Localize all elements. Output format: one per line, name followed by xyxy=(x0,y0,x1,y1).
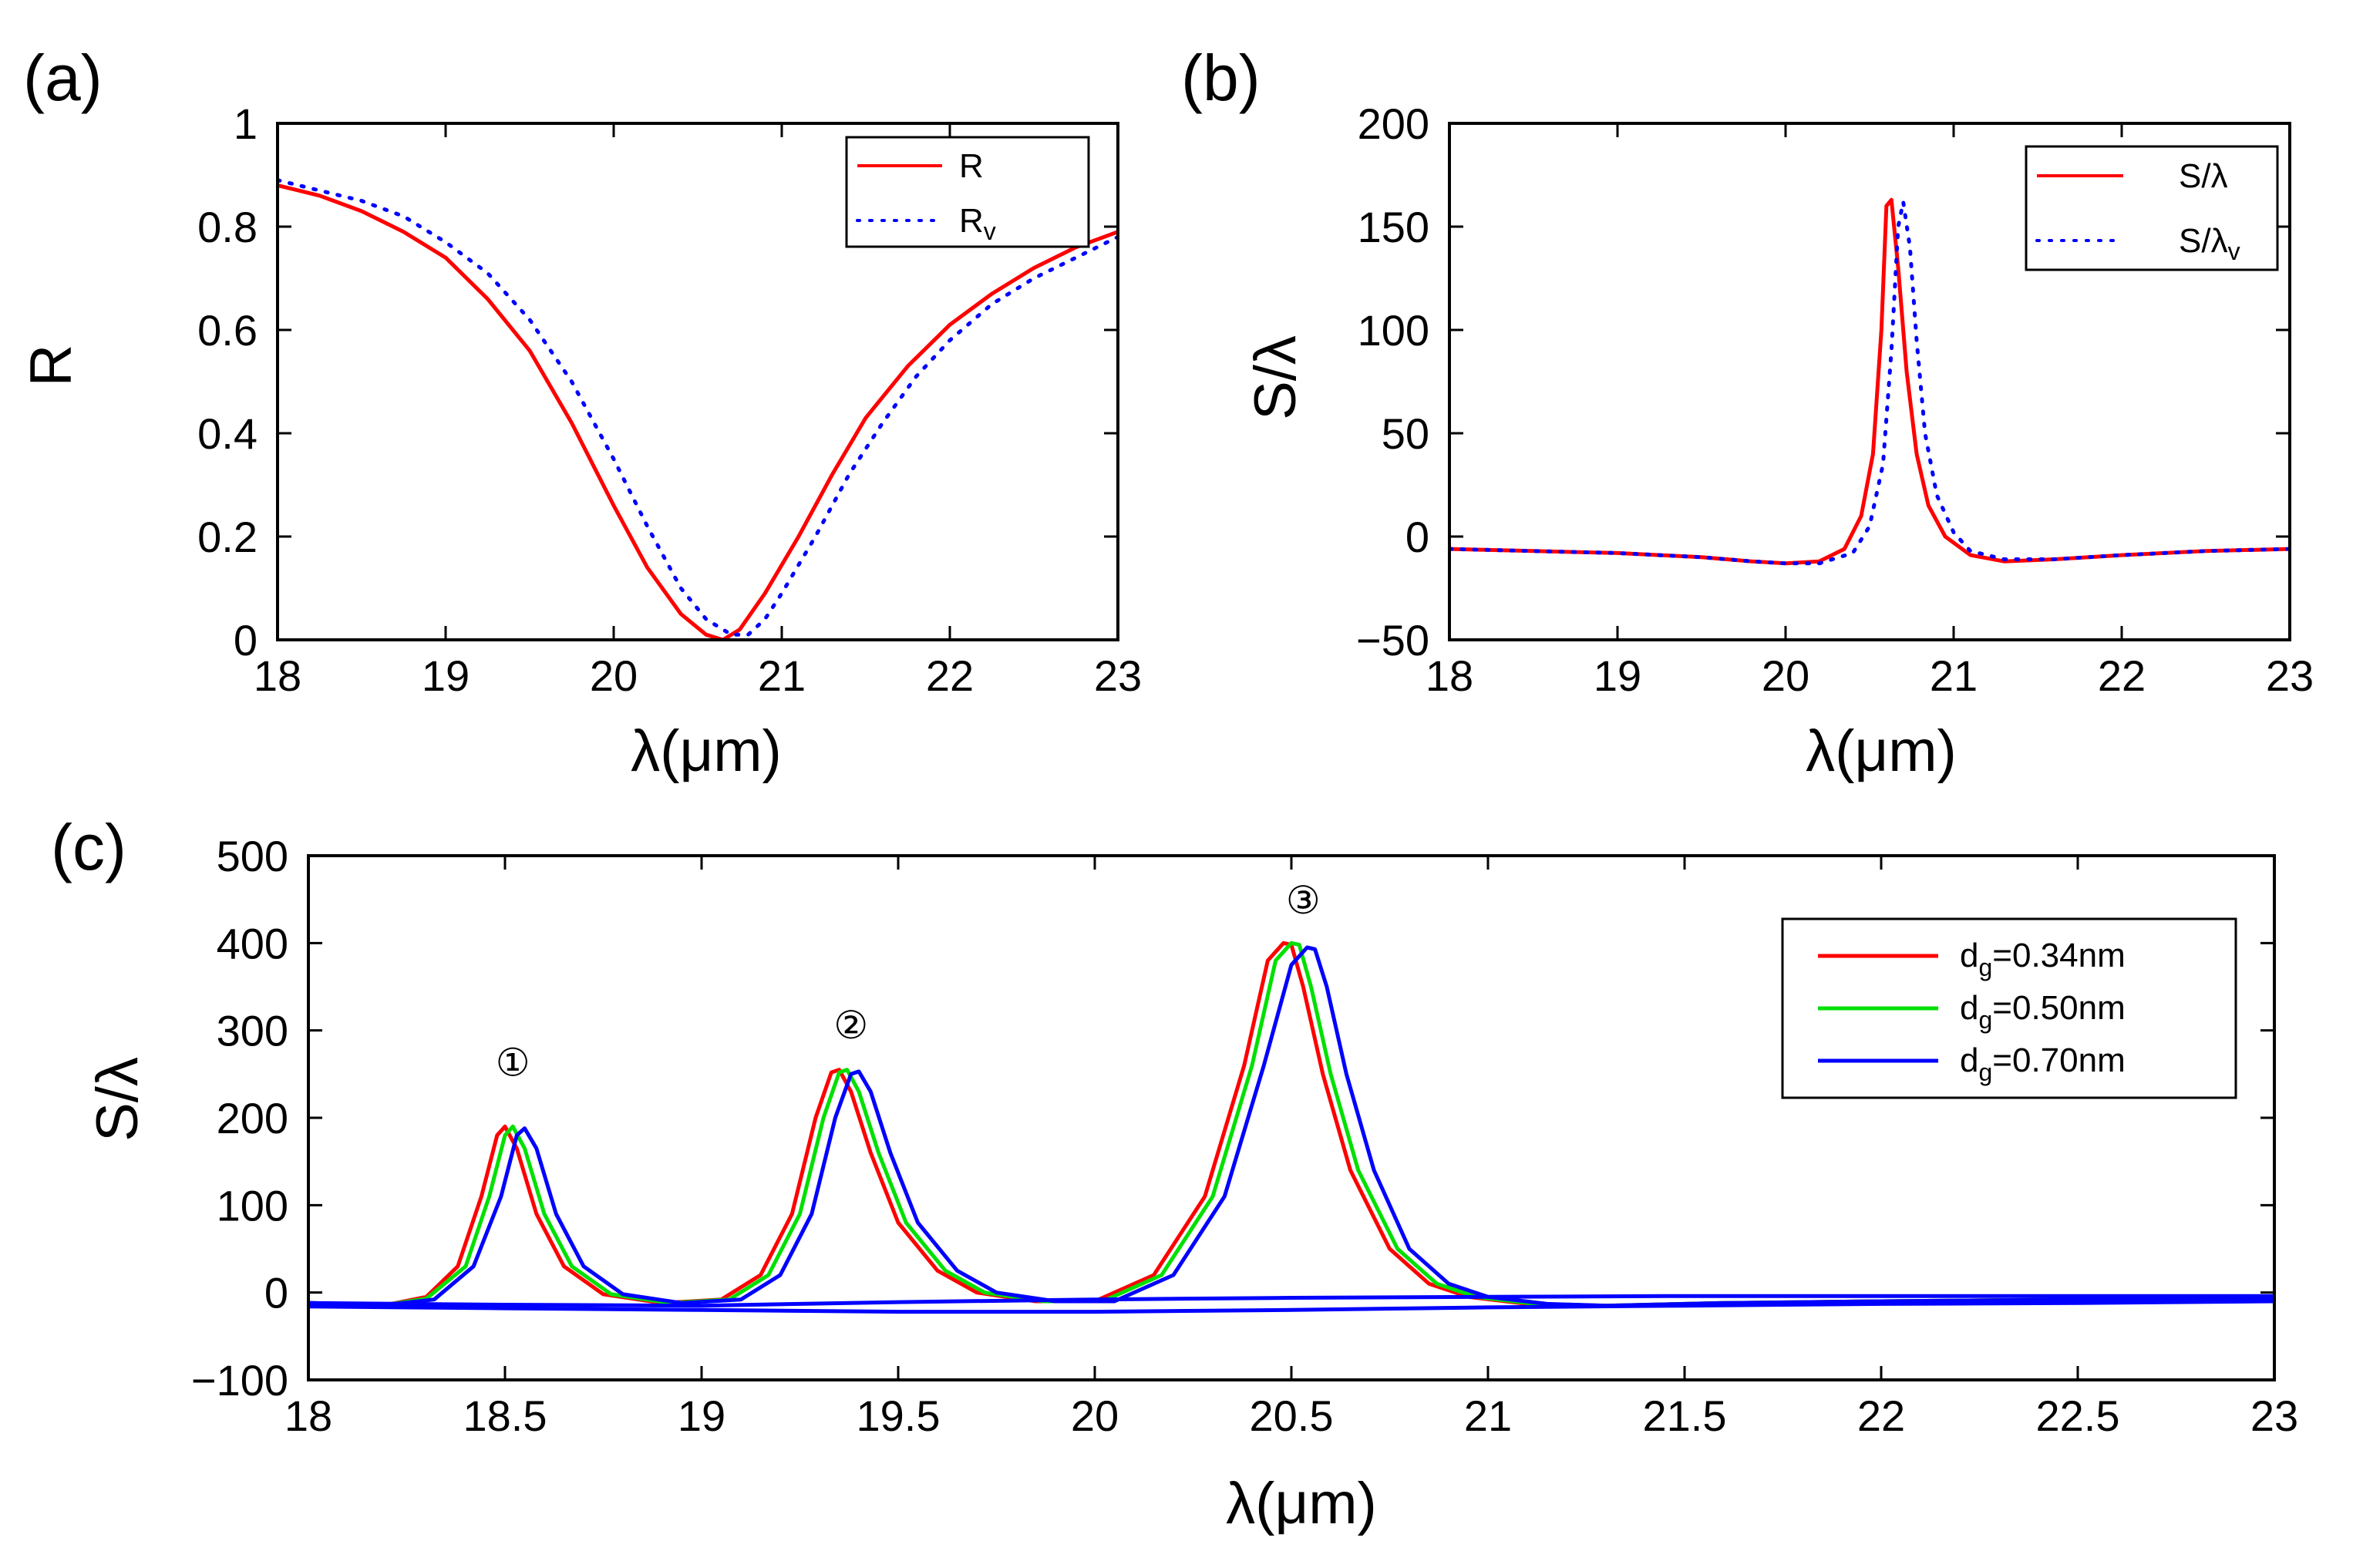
y-tick-label: 0 xyxy=(264,1269,288,1317)
y-tick-label: −50 xyxy=(1356,616,1429,665)
y-tick-label: 1 xyxy=(234,99,258,148)
series-line-dg-1 xyxy=(308,940,2274,1308)
series-line-baseline-3 xyxy=(308,1299,2274,1314)
x-tick-label: 22 xyxy=(1857,1391,1905,1440)
x-tick-label: 18 xyxy=(1426,651,1473,700)
y-tick-label: 100 xyxy=(217,1181,288,1230)
y-tick-label: 300 xyxy=(217,1007,288,1055)
panel-c-chart: (c) S/λ λ(μm) 18 18.5 19 19.5 20 20.5 21 21.5 22… xyxy=(51,811,2298,1536)
x-tick-label: 22.5 xyxy=(2036,1391,2120,1440)
x-tick-label: 23 xyxy=(2250,1391,2298,1440)
y-tick-label: 50 xyxy=(1382,409,1429,458)
legend-label-s: S/λ xyxy=(2179,157,2228,195)
x-tick-label: 23 xyxy=(1094,651,1142,700)
y-tick-label: 200 xyxy=(1358,99,1429,148)
x-tick-label: 21 xyxy=(758,651,806,700)
y-tick-label: 150 xyxy=(1358,203,1429,251)
legend-label-034: dg=0.34nm xyxy=(1960,937,2126,981)
x-tick-label: 21 xyxy=(1930,651,1978,700)
x-tick-label: 18.5 xyxy=(463,1391,547,1440)
y-tick-label: 0.8 xyxy=(197,203,258,251)
x-tick-label: 20 xyxy=(1071,1391,1119,1440)
x-tick-label: 20.5 xyxy=(1250,1391,1334,1440)
x-tick-label: 22 xyxy=(926,651,974,700)
peak-label: ① xyxy=(496,1041,530,1085)
panel-c-label: (c) xyxy=(51,811,126,883)
series-line-dg-0 xyxy=(308,940,2274,1308)
y-tick-label: 0.4 xyxy=(197,409,258,458)
y-tick-label: 0.2 xyxy=(197,513,258,561)
panel-a-frame xyxy=(276,122,1119,641)
x-tick-label: 18 xyxy=(254,651,301,700)
series-line-baseline-4 xyxy=(308,1294,2274,1308)
x-tick-label: 22 xyxy=(2098,651,2146,700)
x-tick-label: 20 xyxy=(1762,651,1809,700)
panel-b-legend: S/λ S/λv xyxy=(2025,145,2279,271)
panel-c-xlabel: λ(μm) xyxy=(1226,1471,1377,1536)
y-tick-label: 500 xyxy=(217,832,288,880)
legend-label-050: dg=0.50nm xyxy=(1960,989,2126,1034)
series-line-sv-1 xyxy=(1449,200,2290,566)
peak-label: ③ xyxy=(1286,878,1321,923)
legend-label-r: R xyxy=(959,147,984,185)
y-tick-label: 0 xyxy=(1405,513,1429,561)
legend-label-rv: Rv xyxy=(959,202,996,245)
series-line-r-0 xyxy=(278,183,1118,640)
panel-b-ylabel: S/λ xyxy=(1243,335,1308,420)
panel-c-legend: dg=0.34nm dg=0.50nm dg=0.70nm xyxy=(1781,917,2237,1099)
legend-label-sv: S/λv xyxy=(2179,222,2240,265)
legend-box xyxy=(2025,145,2279,271)
x-tick-label: 18 xyxy=(284,1391,332,1440)
panel-a-ylabel: R xyxy=(19,345,84,387)
x-tick-label: 23 xyxy=(2266,651,2314,700)
x-tick-label: 19.5 xyxy=(857,1391,941,1440)
panel-a-legend: R Rv xyxy=(845,136,1090,248)
legend-box xyxy=(845,136,1090,248)
panel-a-xlabel: λ(μm) xyxy=(631,718,782,784)
panel-b-xlabel: λ(μm) xyxy=(1806,718,1957,784)
panel-b-chart: (b) S/λ λ(μm) 18 19 20 21 22 23 −50 0 50 100 150 2… xyxy=(1181,42,2314,784)
panel-b-frame xyxy=(1448,122,2291,641)
y-tick-label: 400 xyxy=(217,919,288,967)
legend-label-070: dg=0.70nm xyxy=(1960,1041,2126,1086)
y-tick-label: −100 xyxy=(191,1356,288,1405)
y-tick-label: 0 xyxy=(234,616,258,665)
x-tick-label: 21.5 xyxy=(1643,1391,1727,1440)
series-line-dg-2 xyxy=(308,945,2274,1308)
y-tick-label: 100 xyxy=(1358,306,1429,355)
peak-label: ② xyxy=(833,1003,868,1048)
panel-c-frame xyxy=(307,854,2276,1381)
x-tick-label: 20 xyxy=(590,651,638,700)
x-tick-label: 21 xyxy=(1464,1391,1512,1440)
x-tick-label: 19 xyxy=(678,1391,725,1440)
series-line-rv-1 xyxy=(278,178,1118,637)
x-tick-label: 19 xyxy=(422,651,470,700)
panel-c-ylabel: S/λ xyxy=(85,1057,150,1142)
panel-a-chart: (a) R λ(μm) 18 19 20 21 22 23 00.20.40.60.81 … xyxy=(19,42,1142,784)
panel-b-label: (b) xyxy=(1181,42,1261,114)
y-tick-label: 0.6 xyxy=(197,306,258,355)
x-tick-label: 19 xyxy=(1594,651,1641,700)
y-tick-label: 200 xyxy=(217,1094,288,1142)
panel-a-label: (a) xyxy=(23,42,103,114)
